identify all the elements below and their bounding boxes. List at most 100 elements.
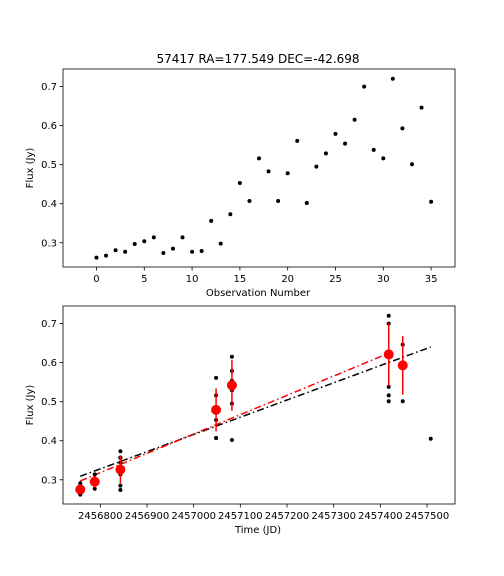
bottom-x-tick-label: 2456800 — [78, 511, 123, 522]
bottom-data-point — [428, 436, 433, 441]
top-x-tick-label: 0 — [93, 274, 99, 285]
top-data-point — [113, 248, 118, 253]
top-data-point — [180, 235, 185, 240]
bottom-binned-point — [89, 476, 100, 487]
bottom-data-point — [92, 486, 97, 491]
top-x-tick-label: 10 — [186, 274, 199, 285]
top-data-point — [218, 241, 223, 246]
bottom-data-point — [229, 354, 234, 359]
top-data-point — [94, 255, 99, 260]
bottom-data-point — [214, 436, 219, 440]
bottom-fit-line-black — [80, 346, 431, 477]
bottom-x-tick-label: 2457500 — [405, 511, 450, 522]
top-x-tick-label: 20 — [281, 274, 294, 285]
bottom-y-tick-label: 0.4 — [41, 436, 57, 447]
bottom-x-tick-label: 2457100 — [218, 511, 263, 522]
top-data-point — [295, 138, 300, 143]
bottom-data-point — [118, 483, 123, 488]
top-data-point — [123, 249, 128, 254]
top-data-point — [381, 156, 386, 161]
top-plot-frame — [62, 68, 456, 268]
bottom-x-tick-label: 2457000 — [171, 511, 216, 522]
bottom-data-point — [386, 384, 391, 389]
bottom-data-point — [118, 449, 123, 454]
top-x-axis: 0 5 10 15 20 25 30 35 — [93, 267, 437, 285]
top-x-tick-label: 15 — [234, 274, 247, 285]
top-data-point — [400, 126, 405, 131]
bottom-binned-point — [226, 380, 237, 391]
top-data-point — [323, 151, 328, 156]
bottom-x-axis: 2456800 2456900 2457000 2457100 2457200 24573… — [78, 504, 449, 522]
top-y-tick-label: 0.5 — [41, 160, 57, 171]
top-x-tick-label: 30 — [377, 274, 390, 285]
bottom-y-tick-label: 0.3 — [41, 475, 57, 486]
top-data-point — [104, 253, 109, 258]
top-data-point — [362, 84, 367, 89]
bottom-data-point — [78, 481, 83, 486]
top-data-point — [132, 241, 137, 246]
top-data-point — [343, 141, 348, 146]
bottom-data-point — [229, 437, 234, 442]
top-data-point — [257, 156, 261, 161]
top-data-point — [419, 105, 424, 110]
bottom-binned-point — [211, 404, 222, 415]
bottom-plot: 2456800 2456900 2457000 2457100 2457200 24573… — [25, 305, 456, 536]
top-data-point — [285, 171, 290, 176]
bottom-data-point — [386, 313, 391, 318]
bottom-x-tick-label: 2456900 — [125, 511, 170, 522]
top-data-point — [151, 235, 156, 240]
bottom-x-axis-label: Time (JD) — [234, 525, 281, 536]
top-data-point — [352, 117, 357, 122]
top-data-point — [170, 246, 175, 251]
bottom-data-point — [92, 472, 97, 477]
bottom-plot-frame — [62, 305, 456, 505]
bottom-data-point — [386, 399, 391, 404]
top-y-tick-label: 0.4 — [41, 199, 57, 210]
bottom-x-tick-label: 2457300 — [311, 511, 356, 522]
bottom-data-point — [400, 399, 405, 404]
top-y-axis-label: Flux (Jy) — [25, 148, 36, 189]
bottom-y-tick-label: 0.5 — [41, 397, 57, 408]
chart-title: 57417 RA=177.549 DEC=-42.698 — [156, 52, 359, 66]
bottom-y-tick-label: 0.7 — [41, 319, 57, 330]
bottom-y-axis-label: Flux (Jy) — [25, 385, 36, 426]
bottom-x-tick-label: 2457400 — [358, 511, 403, 522]
top-y-axis: 0.3 0.4 0.5 0.6 0.7 — [41, 82, 63, 249]
top-data-point — [266, 169, 271, 174]
top-y-tick-label: 0.6 — [41, 121, 57, 132]
top-plot: 0 5 10 15 20 25 30 35 0.3 0.4 0.5 0.6 0.7 Observati… — [25, 68, 456, 299]
top-data-point — [304, 200, 309, 205]
top-data-point — [409, 162, 414, 167]
top-data-point — [276, 199, 281, 203]
bottom-binned-point — [115, 464, 126, 475]
top-data-point — [161, 250, 166, 255]
bottom-y-tick-label: 0.6 — [41, 358, 57, 369]
top-data-point — [228, 212, 233, 217]
top-data-point — [237, 181, 242, 186]
top-y-tick-label: 0.3 — [41, 238, 57, 249]
top-data-point — [333, 131, 338, 136]
bottom-binned-point — [75, 484, 86, 495]
top-x-tick-label: 25 — [329, 274, 342, 285]
top-data-point — [190, 249, 195, 254]
top-data-point — [199, 248, 204, 253]
bottom-fit-line-red — [79, 352, 390, 482]
bottom-plot-marks — [75, 313, 433, 497]
top-y-tick-label: 0.7 — [41, 82, 57, 93]
top-data-point — [390, 76, 395, 81]
top-data-point — [247, 199, 252, 203]
top-x-axis-label: Observation Number — [206, 288, 311, 299]
bottom-data-point — [214, 375, 219, 380]
bottom-data-point — [386, 393, 391, 398]
bottom-x-tick-label: 2457200 — [265, 511, 310, 522]
bottom-y-axis: 0.3 0.4 0.5 0.6 0.7 — [41, 319, 63, 486]
top-x-tick-label: 35 — [425, 274, 438, 285]
bottom-data-point — [118, 487, 123, 492]
top-data-point — [209, 218, 214, 223]
top-plot-marks — [94, 76, 434, 260]
top-data-point — [371, 147, 376, 152]
top-data-point — [142, 239, 147, 244]
top-x-tick-label: 5 — [141, 274, 147, 285]
top-data-point — [314, 164, 319, 169]
